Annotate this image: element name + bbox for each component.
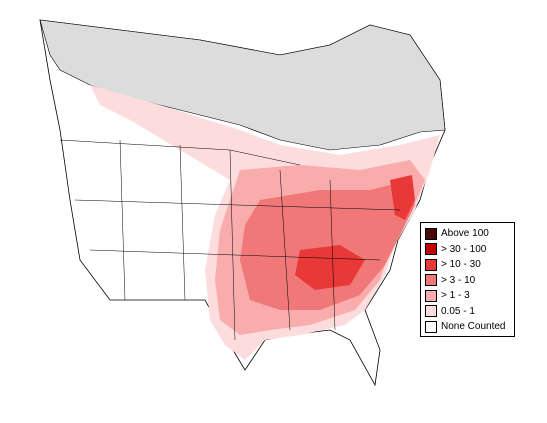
legend-item: > 10 - 30 — [425, 257, 510, 273]
legend-swatch — [425, 320, 437, 333]
legend-label: > 10 - 30 — [441, 259, 481, 271]
boundaries — [59, 139, 401, 341]
legend: Above 100 > 30 - 100 > 10 - 30 > 3 - 10 > 1 … — [420, 222, 515, 337]
legend-item: Above 100 — [425, 226, 510, 242]
legend-label: > 30 - 100 — [441, 243, 487, 255]
legend-item: 0.05 - 1 — [425, 304, 510, 320]
legend-label: > 3 - 10 — [441, 274, 476, 286]
abundance-high — [240, 180, 415, 310]
legend-label: None Counted — [441, 321, 506, 333]
legend-label: > 1 - 3 — [441, 290, 470, 302]
legend-swatch — [425, 258, 437, 271]
legend-swatch — [425, 227, 437, 240]
legend-label: Above 100 — [441, 228, 489, 240]
legend-item: > 30 - 100 — [425, 242, 510, 258]
legend-swatch — [425, 243, 437, 256]
legend-swatch — [425, 289, 437, 302]
abundance-top — [295, 175, 415, 290]
legend-swatch — [425, 274, 437, 287]
legend-item: > 3 - 10 — [425, 273, 510, 289]
legend-label: 0.05 - 1 — [441, 305, 475, 317]
legend-swatch — [425, 305, 437, 318]
legend-item: > 1 - 3 — [425, 288, 510, 304]
legend-item: None Counted — [425, 319, 510, 335]
